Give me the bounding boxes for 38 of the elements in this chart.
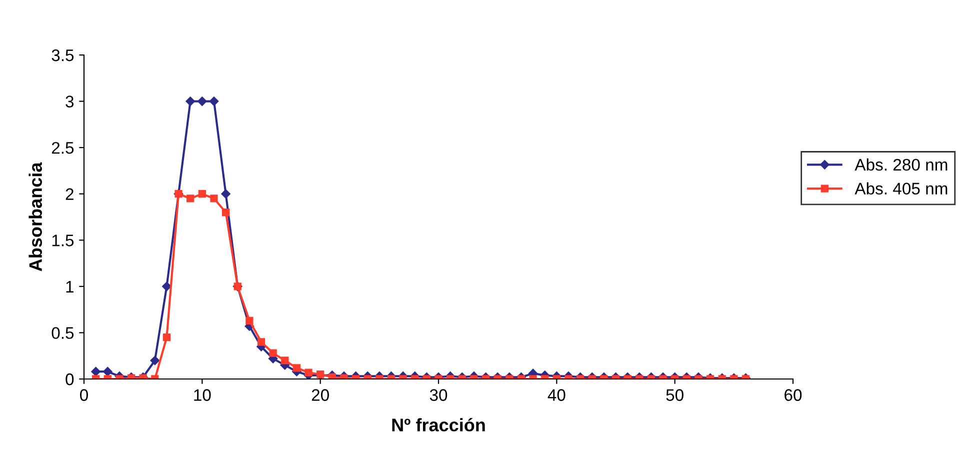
- point: [103, 366, 112, 376]
- point: [162, 282, 172, 292]
- point: [221, 189, 230, 198]
- legend-label: Abs. 405 nm: [854, 182, 948, 195]
- y-tick-label: 2.5: [52, 142, 74, 154]
- x-tick-label: 40: [548, 389, 566, 401]
- x-tick-label: 60: [784, 389, 802, 401]
- point: [269, 349, 277, 357]
- x-tick-label: 50: [666, 389, 684, 401]
- point: [210, 194, 218, 202]
- y-tick-label: 1.5: [52, 234, 74, 246]
- y-tick-label: 0: [66, 373, 74, 386]
- x-axis-title: Nº fracción: [392, 418, 485, 432]
- x-tick-label: 30: [430, 389, 448, 401]
- legend-label: Abs. 280 nm: [854, 158, 948, 171]
- point: [209, 96, 219, 106]
- point: [281, 356, 289, 364]
- point: [91, 366, 100, 376]
- point: [162, 334, 171, 342]
- point: [186, 194, 194, 202]
- y-tick-label: 3.5: [52, 49, 74, 62]
- y-tick-label: 0.5: [52, 327, 74, 339]
- point: [222, 208, 230, 216]
- y-tick-label: 1: [66, 281, 74, 292]
- point: [257, 338, 266, 346]
- x-tick-label: 0: [80, 389, 88, 401]
- point: [292, 364, 301, 372]
- point: [198, 96, 207, 106]
- point: [186, 96, 195, 106]
- point: [150, 356, 160, 366]
- point: [198, 190, 206, 198]
- point: [304, 368, 312, 376]
- y-tick-label: 3: [66, 96, 74, 108]
- y-tick-label: 2: [66, 188, 74, 200]
- x-tick-label: 20: [312, 389, 329, 401]
- y-axis-title: Absorbancia: [28, 162, 42, 272]
- point: [246, 316, 254, 324]
- x-tick-label: 10: [194, 389, 211, 401]
